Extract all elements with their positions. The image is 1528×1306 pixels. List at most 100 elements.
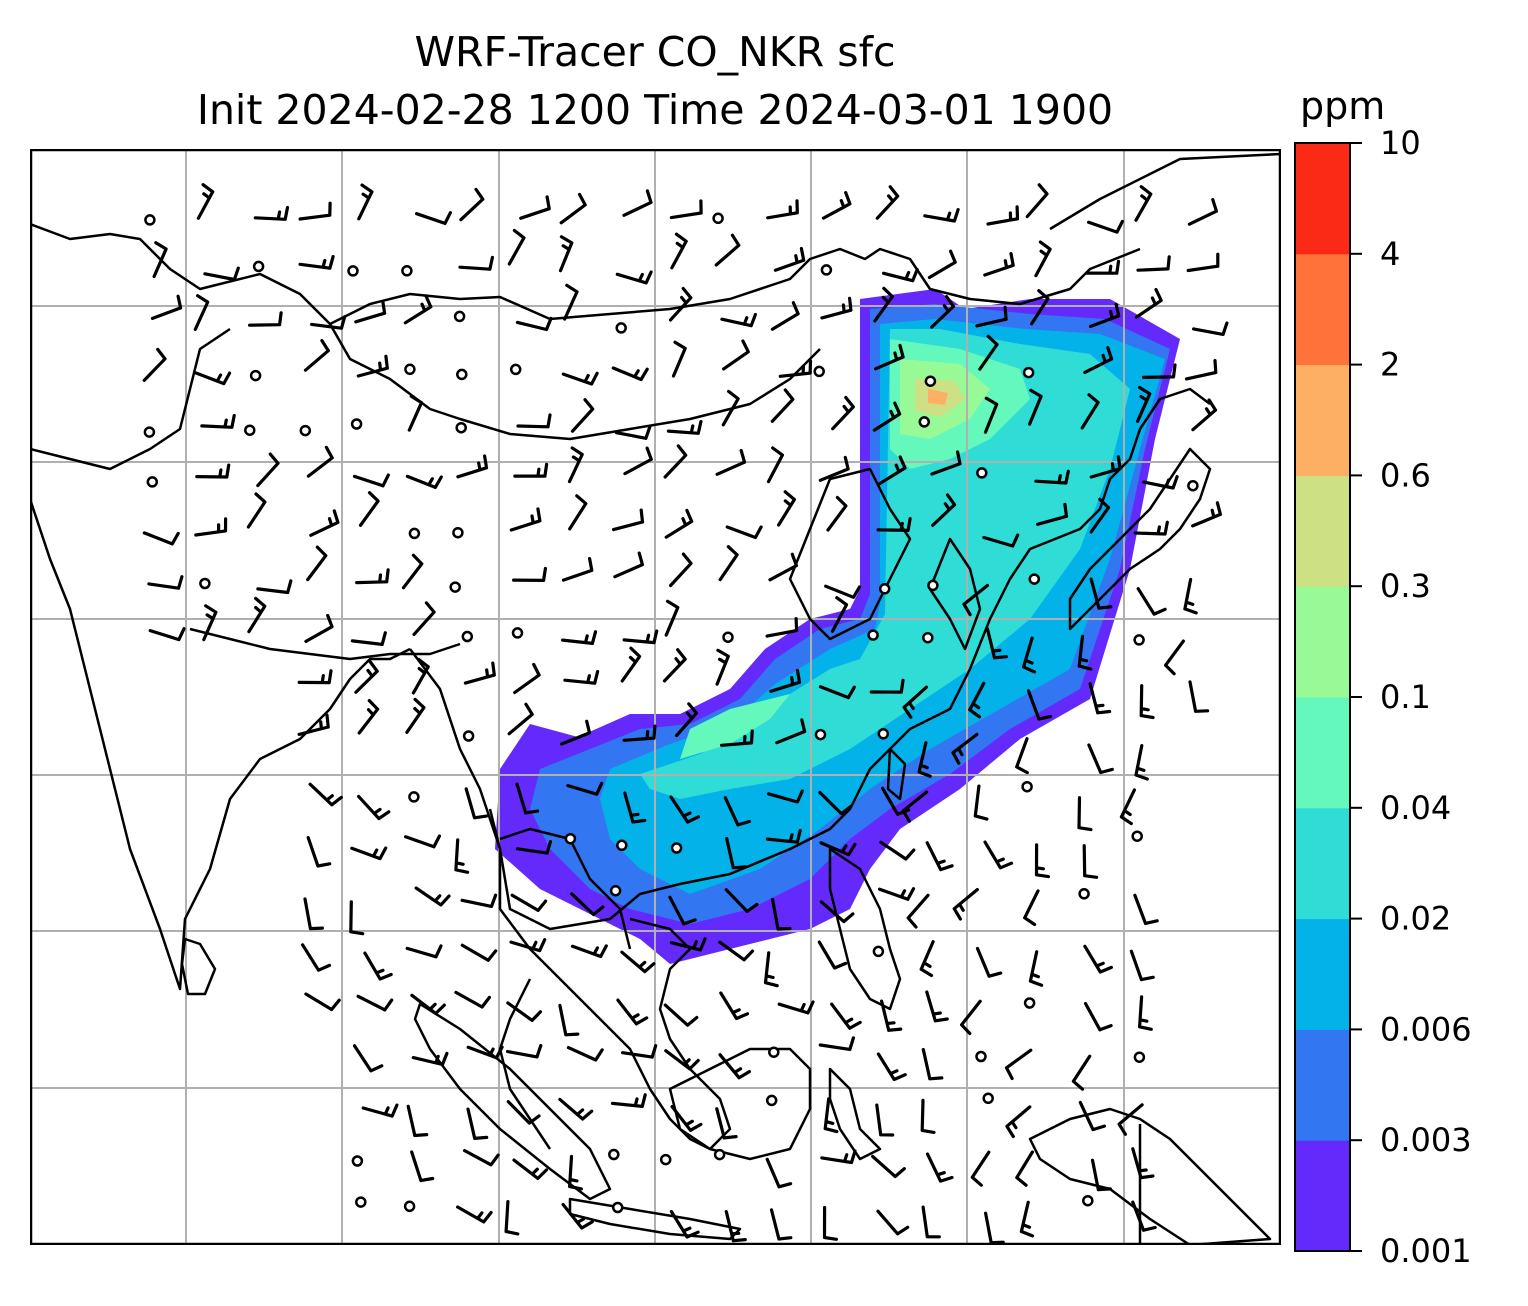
- map-frame: [30, 149, 1281, 1245]
- wind-barb: [921, 1205, 941, 1239]
- calm-wind-marker: [616, 839, 628, 852]
- wind-barb: [361, 1103, 399, 1118]
- wind-barb: [1083, 944, 1113, 974]
- calm-wind-marker: [144, 214, 156, 226]
- wind-barb: [563, 283, 579, 321]
- wind-barb: [930, 450, 962, 476]
- wind-barb: [519, 195, 551, 220]
- wind-barb: [1089, 577, 1113, 610]
- wind-barb: [724, 888, 759, 913]
- wind-barb: [516, 413, 552, 429]
- calm-wind-marker: [814, 728, 827, 741]
- wind-barb: [923, 208, 960, 223]
- calm-wind-marker: [449, 581, 461, 593]
- wind-barb: [930, 295, 956, 329]
- wind-barb: [775, 718, 807, 745]
- wind-barb: [1188, 680, 1210, 713]
- wind-barb: [830, 1002, 862, 1030]
- wind-barb: [193, 294, 210, 331]
- wind-barb: [978, 334, 999, 371]
- wind-barb: [352, 1044, 384, 1073]
- wind-barb: [664, 508, 694, 539]
- wind-barb: [1036, 502, 1069, 526]
- wind-barb: [820, 1149, 857, 1165]
- wind-barb: [819, 900, 855, 924]
- wind-barb: [1192, 321, 1229, 336]
- wind-barb: [355, 568, 390, 585]
- wind-barb: [1082, 844, 1099, 879]
- java: [568, 1197, 742, 1241]
- calm-wind-marker: [244, 424, 256, 436]
- wind-barb: [1187, 198, 1218, 226]
- wind-barb: [298, 201, 332, 221]
- wind-barb: [766, 446, 784, 484]
- calm-wind-marker: [351, 1155, 364, 1167]
- calm-wind-marker: [199, 577, 211, 590]
- calm-wind-marker: [615, 322, 627, 334]
- wind-barb: [1005, 1105, 1032, 1139]
- wind-barb: [1131, 1147, 1155, 1180]
- wind-barb: [822, 1205, 838, 1241]
- wind-barb: [920, 1098, 936, 1134]
- wind-barb: [460, 943, 498, 962]
- wind-barb: [1025, 183, 1049, 219]
- wind-barb: [566, 1046, 604, 1062]
- wind-barb: [877, 455, 907, 486]
- wind-barb: [725, 525, 763, 540]
- wind-barb: [1015, 1150, 1034, 1187]
- wind-barb: [561, 1202, 594, 1230]
- wind-barb: [715, 648, 730, 686]
- wind-barb: [872, 401, 902, 432]
- wind-barb: [610, 1093, 647, 1108]
- wind-barb: [831, 395, 855, 431]
- wind-barb: [769, 668, 802, 693]
- wind-barb: [1117, 1103, 1144, 1136]
- calm-wind-marker: [872, 945, 885, 958]
- wind-barb: [194, 371, 232, 386]
- wind-barb: [715, 449, 747, 476]
- wind-barb: [247, 596, 267, 634]
- calm-wind-marker: [350, 418, 363, 430]
- wind-barb: [669, 552, 693, 588]
- wind-barb: [927, 249, 957, 280]
- wind-barb: [147, 575, 184, 590]
- wind-barb: [1191, 398, 1218, 432]
- wind-barb: [778, 359, 813, 378]
- wind-barb: [507, 702, 534, 736]
- wind-barb: [363, 951, 393, 981]
- wind-barb: [466, 1107, 489, 1140]
- wind-barb: [715, 1107, 738, 1140]
- wind-barb: [983, 396, 999, 434]
- wind-barb: [1133, 893, 1159, 925]
- wind-barb: [504, 1200, 520, 1236]
- wind-barb: [403, 294, 433, 325]
- wind-barb: [770, 388, 795, 423]
- wind-barb: [1133, 520, 1169, 536]
- wind-barb: [304, 992, 341, 1012]
- wind-barb: [512, 566, 547, 582]
- wind-barb: [152, 241, 168, 279]
- wind-barb: [512, 1158, 548, 1180]
- wind-barb: [567, 446, 584, 484]
- calm-wind-marker: [712, 212, 724, 225]
- wind-barb: [506, 1100, 541, 1125]
- wind-barb: [765, 828, 802, 844]
- wind-barb: [513, 662, 541, 695]
- wind-barb: [350, 846, 388, 861]
- calm-wind-marker: [461, 630, 474, 643]
- wind-barb: [763, 951, 779, 988]
- calm-wind-marker: [922, 631, 934, 644]
- coastline-northeast: [1049, 152, 1281, 231]
- wind-barb: [558, 1003, 580, 1037]
- wind-barb: [357, 699, 380, 735]
- wind-barb: [1089, 302, 1121, 328]
- wind-barb: [1136, 255, 1171, 272]
- wind-barb: [670, 1105, 703, 1132]
- wind-barb: [1019, 1200, 1035, 1238]
- wind-barb: [456, 454, 489, 479]
- wind-barb: [1071, 1054, 1092, 1091]
- wind-barb: [357, 183, 374, 221]
- srilanka: [180, 937, 217, 996]
- coastline-india: [30, 498, 411, 991]
- coastline-china-east: [409, 387, 1211, 931]
